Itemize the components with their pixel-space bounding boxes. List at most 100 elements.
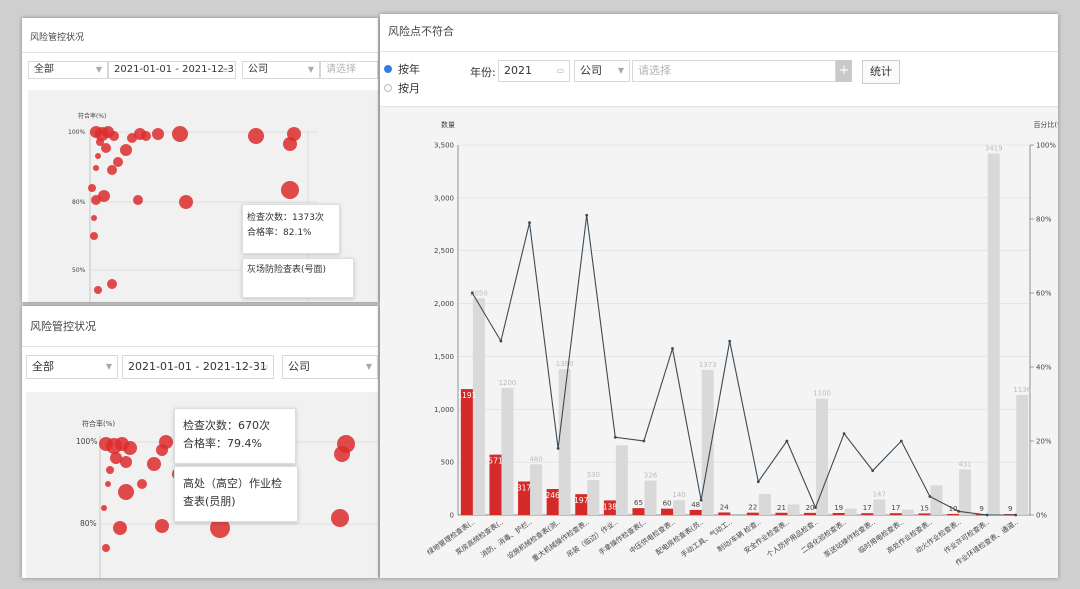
bar-total (615, 445, 628, 515)
data-label-nonconform: 15 (920, 504, 929, 512)
y-tick-50: 50% (72, 267, 86, 274)
bar-nonconform (947, 513, 960, 516)
bubble-chart-top: 符合率(%) 100% 80% 50% 检查次数：1373次 合格率：82.1 (28, 90, 378, 302)
data-label-total: 1200 (499, 379, 517, 387)
y-tick-100: 100% (68, 129, 85, 136)
company-select[interactable]: 公司 ▼ (574, 60, 630, 82)
data-label-nonconform: 1191 (457, 391, 476, 400)
rate-point (728, 339, 732, 343)
y-tick-80: 80% (72, 199, 86, 206)
rate-point (613, 435, 617, 439)
bubble-tooltip: 检查次数：670次 合格率：79.4% (174, 408, 296, 464)
category-select[interactable]: 全部 ▼ (28, 61, 108, 79)
company-select[interactable]: 公司 ▼ (242, 61, 320, 79)
data-label-nonconform: 317 (517, 483, 532, 492)
bar-nonconform (718, 512, 731, 515)
risk-control-panel-top: 风险管控状况 全部 ▼ 2021-01-01 - 2021-12-31 ▭ 公司 ▼ … (22, 18, 378, 302)
bar-total (873, 499, 886, 515)
x-tick-label: 手拿操作检查表(.. (597, 517, 648, 557)
add-button[interactable]: + (836, 60, 852, 82)
data-label-nonconform: 138 (603, 502, 618, 511)
bubble-tooltip-name: 高处（高空）作业检查表(员朋) (174, 466, 298, 522)
bar-nonconform (918, 513, 931, 515)
bar-nonconform (518, 481, 531, 515)
y-tick-right: 100% (1036, 142, 1056, 150)
data-label-nonconform: 24 (720, 503, 729, 511)
statistics-button[interactable]: 统计 (862, 60, 900, 84)
rate-point (785, 439, 789, 443)
bubble-tooltip-name: 灰场防险查表(号面) (242, 258, 354, 298)
data-label-total: 431 (958, 460, 971, 468)
y-tick-left: 2,500 (434, 247, 454, 255)
bar-total (587, 480, 600, 515)
data-label-total: 1380 (556, 360, 574, 368)
radio-by-month[interactable] (384, 84, 392, 92)
rate-point (985, 513, 989, 517)
bar-nonconform (804, 512, 817, 515)
data-label-nonconform: 571 (488, 457, 503, 466)
bar-total (844, 508, 857, 515)
date-range-input[interactable]: 2021-01-01 - 2021-12-31 ▭ (108, 61, 236, 79)
year-input[interactable]: 2021 ▭ (498, 60, 570, 82)
y-tick-left: 3,000 (434, 194, 454, 202)
data-label-nonconform: 9 (979, 505, 983, 513)
data-label-nonconform: 20 (806, 504, 815, 512)
data-label-nonconform: 60 (663, 500, 672, 508)
bar-total (472, 298, 485, 515)
rate-point (957, 509, 960, 513)
calendar-icon: ▭ (260, 362, 268, 371)
chevron-down-icon: ▼ (365, 362, 372, 371)
bar-nonconform (689, 509, 702, 515)
bar-total (501, 388, 514, 515)
radio-by-year[interactable] (384, 65, 392, 73)
chevron-down-icon: ▼ (95, 65, 102, 74)
y-axis-right-title: 百分比(%) (1033, 120, 1058, 129)
bar-nonconform (775, 512, 788, 515)
y-tick-left: 500 (441, 459, 454, 467)
x-tick-label: 手动工具、气动工.. (679, 517, 734, 559)
date-range-input[interactable]: 2021-01-01 - 2021-12-31 ▭ (122, 355, 274, 379)
y-tick-left: 1,000 (434, 406, 454, 414)
data-label-total: 3419 (985, 145, 1003, 153)
rate-point (899, 439, 903, 443)
y-tick-100: 100% (76, 437, 97, 446)
bar-total (787, 504, 800, 515)
y-tick-right: 20% (1036, 438, 1052, 446)
chevron-down-icon: ▼ (307, 65, 314, 74)
bar-nonconform (861, 513, 874, 515)
y-tick-left: 1,500 (434, 353, 454, 361)
data-label-nonconform: 9 (1008, 505, 1012, 513)
y-tick-80: 80% (80, 519, 97, 528)
data-label-nonconform: 19 (834, 504, 843, 512)
data-label-total: 1136 (1013, 386, 1031, 394)
rate-point (556, 447, 560, 450)
rate-point (814, 506, 817, 509)
y-axis-label: 符合率(%) (82, 419, 115, 428)
data-label-nonconform: 21 (777, 504, 786, 512)
org-select[interactable]: 请选择 (632, 60, 836, 82)
bar-nonconform (832, 512, 845, 515)
bar-nonconform (746, 512, 759, 515)
x-tick-label: 个人防护用品检查.. (765, 517, 820, 559)
bar-total (644, 480, 657, 515)
bar-nonconform (603, 500, 616, 515)
bar-nonconform (661, 508, 674, 515)
panel-title: 风险管控状况 (30, 33, 85, 43)
x-tick-label: 吊装（临边）作业.. (565, 517, 620, 559)
rate-point (499, 339, 503, 343)
y-tick-right: 40% (1036, 364, 1052, 372)
radio-by-month-label: 按月 (398, 82, 420, 95)
chart-area: 数量 百分比(%) 0 500 1,000 1,500 2,000 2,500 3,000 3,5… (380, 107, 1058, 578)
calendar-icon: ▭ (222, 65, 230, 74)
panel-title: 风险点不符合 (388, 25, 454, 38)
bar-total (987, 153, 1000, 515)
rate-point (699, 498, 703, 502)
org-select[interactable]: 请选择 (320, 61, 378, 79)
data-label-total: 140 (672, 491, 685, 499)
category-select[interactable]: 全部 ▼ (26, 355, 118, 379)
bar-total (673, 500, 686, 515)
x-tick-label: 泵送站操作检查表.. (822, 517, 877, 559)
y-tick-right: 60% (1036, 290, 1052, 298)
x-tick-label: 泵房高频检查表(.. (454, 517, 505, 557)
company-select[interactable]: 公司 ▼ (282, 355, 378, 379)
